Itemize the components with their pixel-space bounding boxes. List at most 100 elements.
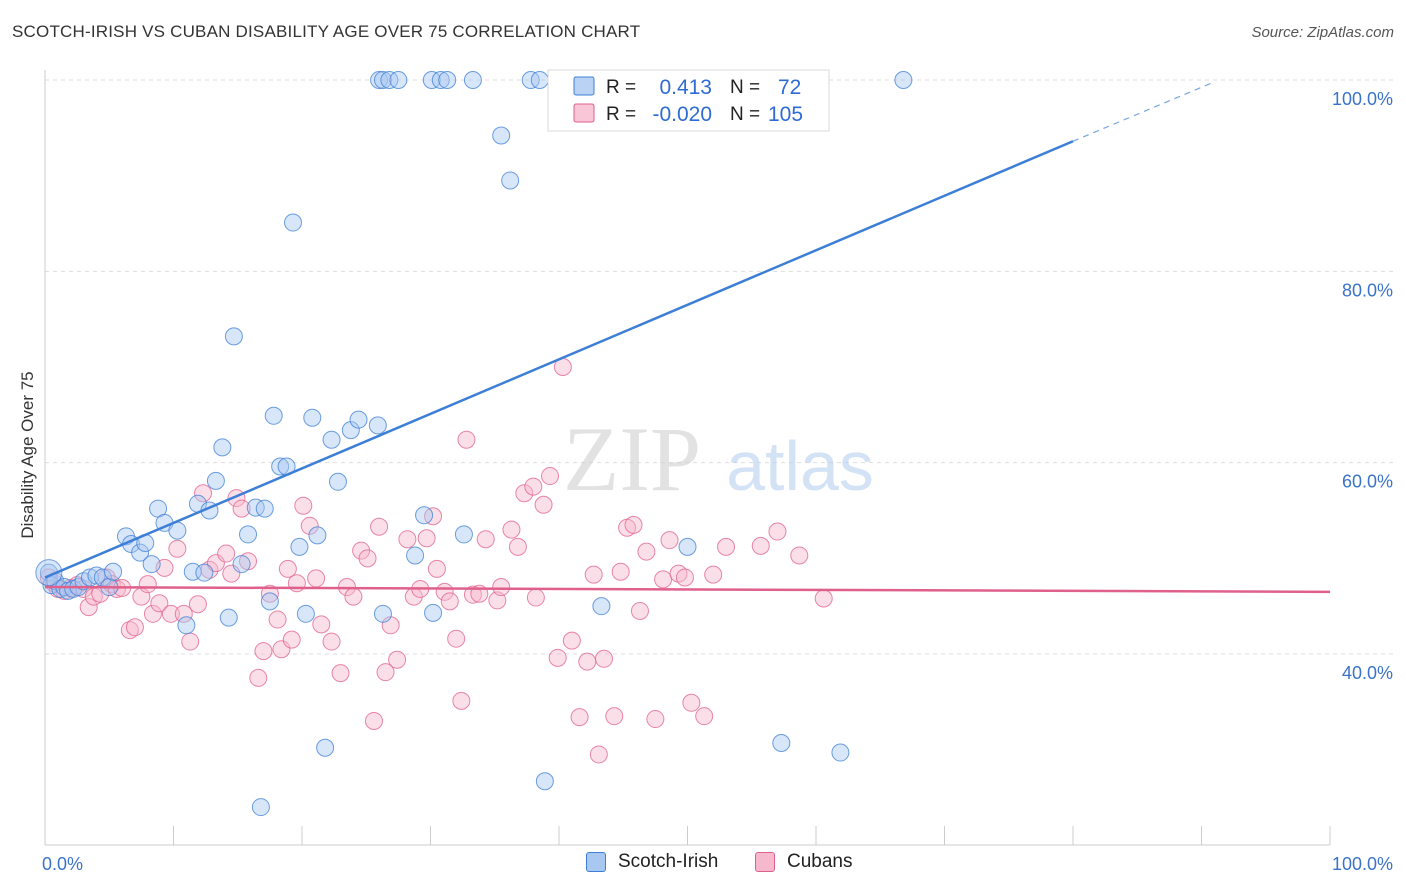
- cubans-point-95: [654, 570, 673, 589]
- scotch-irish-point-10: [87, 566, 106, 585]
- legend-swatch-scotch-irish: [573, 76, 595, 96]
- scotch-irish-point-11: [93, 568, 112, 587]
- bottom-legend-scotch-irish: Scotch-Irish: [586, 851, 718, 873]
- cubans-point-60: [417, 529, 436, 548]
- trend-lines: [44, 81, 1331, 594]
- cubans-point-83: [570, 708, 589, 727]
- cubans-point-99: [682, 693, 701, 712]
- scotch-irish-point-41: [296, 604, 315, 623]
- cubans-point-104: [768, 522, 787, 541]
- scotch-irish-point-56: [535, 772, 554, 791]
- cubans-point-17: [138, 575, 157, 594]
- cubans-point-102: [717, 537, 736, 556]
- scotch-irish-point-49: [373, 604, 392, 623]
- cubans-point-101: [704, 565, 723, 584]
- cubans-point-24: [181, 632, 200, 651]
- scotch-irish-point-47: [349, 410, 368, 429]
- cubans-point-51: [358, 549, 377, 568]
- x-tick-labels: 0.0% 100.0%: [42, 854, 1393, 874]
- scotch-irish-point-68: [463, 71, 482, 89]
- bottom-legend-label-cubans: Cubans: [787, 851, 853, 872]
- scotch-irish-point-22: [177, 616, 196, 635]
- scotch-irish-point-58: [831, 743, 850, 762]
- scotch-irish-point-52: [424, 603, 443, 622]
- bottom-legend-cubans: Cubans: [755, 851, 853, 873]
- scotch-irish-point-64: [389, 71, 408, 89]
- scotch-irish-point-60: [678, 537, 697, 556]
- scotch-irish-point-48: [368, 416, 387, 435]
- source-credit: Source: ZipAtlas.com: [1251, 24, 1394, 41]
- scotch-irish-point-42: [303, 408, 322, 427]
- scotch-irish-point-51: [415, 506, 434, 525]
- cubans-point-42: [294, 496, 313, 515]
- cubans-point-62: [427, 559, 446, 578]
- cubans-point-21: [161, 604, 180, 623]
- y-tick-label-0: 40.0%: [1342, 663, 1393, 683]
- cubans-point-37: [268, 610, 287, 629]
- cubans-point-85: [584, 565, 603, 584]
- legend-r-label-2: R =: [606, 104, 636, 125]
- cubans-point-94: [646, 710, 665, 729]
- scotch-irish-point-67: [438, 71, 457, 89]
- cubans-point-25: [188, 595, 207, 614]
- scotch-irish-point-46: [341, 421, 360, 440]
- cubans-point-93: [637, 542, 656, 561]
- cubans-point-14: [120, 621, 139, 640]
- cubans-point-57: [398, 530, 417, 549]
- cubans-point-15: [125, 618, 144, 637]
- cubans-point-53: [370, 517, 389, 536]
- cubans-point-76: [524, 477, 543, 496]
- scotch-irish-point-34: [255, 499, 274, 518]
- cubans-point-87: [594, 649, 613, 668]
- scotch-irish-point-30: [224, 327, 243, 346]
- cubans-point-39: [278, 559, 297, 578]
- y-tick-label-2: 80.0%: [1342, 280, 1393, 300]
- scotch-irish-trend-extension: [1072, 81, 1215, 142]
- cubans-point-34: [249, 668, 268, 687]
- cubans-point-54: [376, 663, 395, 682]
- legend-n-value-2: 105: [768, 103, 803, 126]
- cubans-point-82: [562, 631, 581, 650]
- x-tick-label-1: 100.0%: [1332, 854, 1393, 874]
- cubans-point-64: [440, 592, 459, 611]
- watermark-atlas: atlas: [726, 427, 874, 505]
- scotch-irish-point-62: [373, 71, 392, 89]
- cubans-points: [39, 358, 833, 764]
- cubans-point-91: [624, 515, 643, 534]
- cubans-point-68: [463, 585, 482, 604]
- bottom-legend-swatch-blue: [586, 852, 606, 872]
- cubans-point-22: [168, 539, 187, 558]
- cubans-point-78: [534, 495, 553, 514]
- scotch-irish-point-44: [322, 430, 341, 449]
- scotch-irish-point-37: [271, 457, 290, 476]
- legend-swatch-cubans: [573, 103, 595, 123]
- cubans-point-23: [174, 604, 193, 623]
- cubans-point-52: [364, 711, 383, 730]
- cubans-point-18: [143, 604, 162, 623]
- cubans-point-50: [352, 541, 371, 560]
- cubans-point-73: [502, 520, 521, 539]
- scotch-irish-point-57: [772, 733, 791, 752]
- cubans-point-46: [322, 632, 341, 651]
- scotch-irish-point-70: [530, 71, 549, 89]
- scotch-irish-point-71: [894, 71, 913, 89]
- cubans-point-65: [447, 629, 466, 648]
- cubans-point-96: [660, 531, 679, 550]
- scotch-irish-point-73: [501, 171, 520, 190]
- scotch-irish-point-29: [219, 608, 238, 627]
- bottom-legend-label-scotch-irish: Scotch-Irish: [618, 851, 719, 872]
- cubans-point-45: [312, 615, 331, 634]
- top-legend: R = 0.413 N = 72 R = -0.020 N = 105: [547, 69, 830, 132]
- cubans-point-26: [194, 484, 213, 503]
- legend-r-value-1: 0.413: [659, 76, 712, 99]
- legend-n-value-1: 72: [778, 76, 801, 99]
- cubans-point-47: [331, 664, 350, 683]
- axes: [44, 70, 1331, 846]
- scotch-irish-point-66: [431, 71, 450, 89]
- cubans-point-86: [589, 745, 608, 764]
- cubans-point-98: [675, 568, 694, 587]
- cubans-point-19: [150, 594, 169, 613]
- cubans-point-61: [424, 507, 443, 526]
- legend-n-label-1: N =: [730, 77, 760, 98]
- cubans-point-43: [300, 516, 319, 535]
